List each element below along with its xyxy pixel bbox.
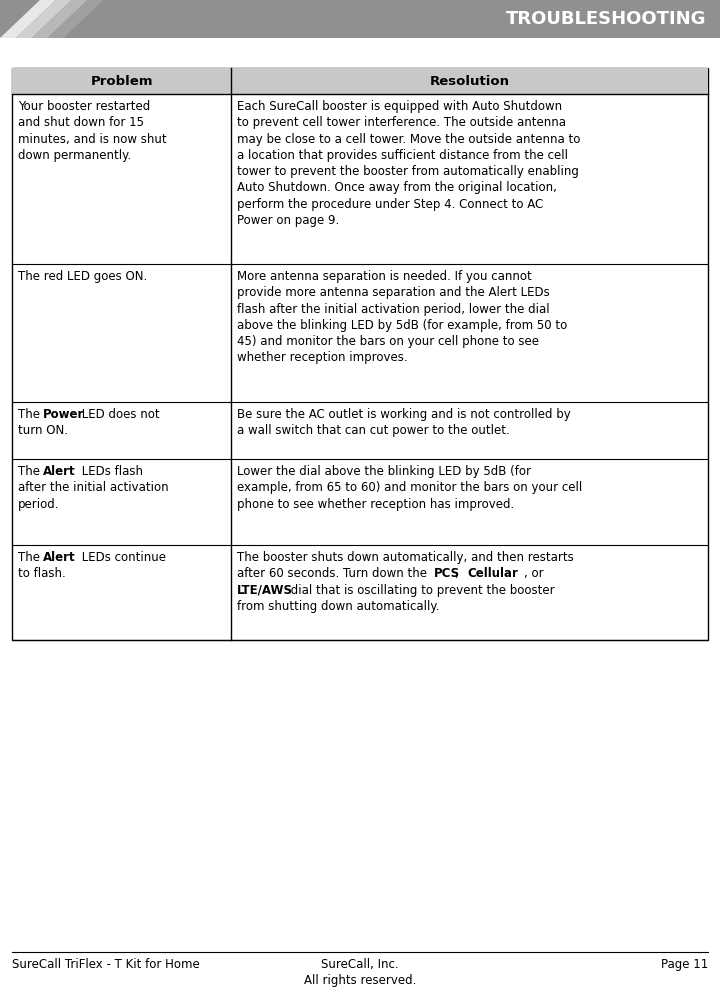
- Text: flash after the initial activation period, lower the dial: flash after the initial activation perio…: [238, 302, 550, 315]
- Text: minutes, and is now shut: minutes, and is now shut: [18, 133, 166, 146]
- Text: Auto Shutdown. Once away from the original location,: Auto Shutdown. Once away from the origin…: [238, 182, 557, 195]
- Text: Resolution: Resolution: [430, 75, 510, 88]
- Text: LEDs continue: LEDs continue: [78, 551, 166, 564]
- Text: PCS: PCS: [433, 567, 460, 580]
- Bar: [0, 0, 720, 38]
- Text: The red LED goes ON.: The red LED goes ON.: [18, 270, 148, 283]
- Text: LEDs flash: LEDs flash: [78, 465, 143, 478]
- Text: to flash.: to flash.: [18, 567, 66, 580]
- Bar: [12, 68, 708, 94]
- Text: Each SureCall booster is equipped with Auto Shutdown: Each SureCall booster is equipped with A…: [238, 100, 562, 113]
- Text: Lower the dial above the blinking LED by 5dB (for: Lower the dial above the blinking LED by…: [238, 465, 531, 478]
- Text: dial that is oscillating to prevent the booster: dial that is oscillating to prevent the …: [287, 584, 554, 597]
- Text: Power on page 9.: Power on page 9.: [238, 214, 340, 227]
- Text: Alert: Alert: [42, 551, 75, 564]
- Bar: [12, 68, 708, 640]
- Text: period.: period.: [18, 498, 60, 511]
- Text: from shutting down automatically.: from shutting down automatically.: [238, 600, 440, 613]
- Text: Your booster restarted: Your booster restarted: [18, 100, 150, 113]
- Polygon shape: [0, 0, 55, 38]
- Text: , or: , or: [524, 567, 544, 580]
- Text: Power: Power: [42, 408, 84, 421]
- Text: SureCall TriFlex - T Kit for Home: SureCall TriFlex - T Kit for Home: [12, 958, 199, 971]
- Text: LED does not: LED does not: [78, 408, 160, 421]
- Text: after the initial activation: after the initial activation: [18, 481, 168, 494]
- Text: perform the procedure under Step 4. Connect to AC: perform the procedure under Step 4. Conn…: [238, 198, 544, 211]
- Text: The: The: [18, 465, 44, 478]
- Text: after 60 seconds. Turn down the: after 60 seconds. Turn down the: [238, 567, 431, 580]
- Text: ,: ,: [455, 567, 462, 580]
- Text: Page 11: Page 11: [661, 958, 708, 971]
- Text: turn ON.: turn ON.: [18, 424, 68, 437]
- Text: Problem: Problem: [91, 75, 153, 88]
- Text: SureCall, Inc.: SureCall, Inc.: [321, 958, 399, 971]
- Text: Alert: Alert: [42, 465, 75, 478]
- Text: 45) and monitor the bars on your cell phone to see: 45) and monitor the bars on your cell ph…: [238, 335, 539, 348]
- Text: above the blinking LED by 5dB (for example, from 50 to: above the blinking LED by 5dB (for examp…: [238, 319, 567, 332]
- Text: a location that provides sufficient distance from the cell: a location that provides sufficient dist…: [238, 149, 568, 162]
- Text: LTE/AWS: LTE/AWS: [238, 584, 293, 597]
- Polygon shape: [48, 0, 103, 38]
- Text: a wall switch that can cut power to the outlet.: a wall switch that can cut power to the …: [238, 424, 510, 437]
- Text: provide more antenna separation and the Alert LEDs: provide more antenna separation and the …: [238, 286, 550, 299]
- Text: The: The: [18, 408, 44, 421]
- Polygon shape: [32, 0, 87, 38]
- Text: whether reception improves.: whether reception improves.: [238, 351, 408, 364]
- Text: phone to see whether reception has improved.: phone to see whether reception has impro…: [238, 498, 515, 511]
- Text: to prevent cell tower interference. The outside antenna: to prevent cell tower interference. The …: [238, 117, 566, 130]
- Polygon shape: [16, 0, 71, 38]
- Text: All rights reserved.: All rights reserved.: [304, 974, 416, 987]
- Text: example, from 65 to 60) and monitor the bars on your cell: example, from 65 to 60) and monitor the …: [238, 481, 582, 494]
- Text: may be close to a cell tower. Move the outside antenna to: may be close to a cell tower. Move the o…: [238, 133, 580, 146]
- Text: down permanently.: down permanently.: [18, 149, 131, 162]
- Text: tower to prevent the booster from automatically enabling: tower to prevent the booster from automa…: [238, 165, 579, 179]
- Text: More antenna separation is needed. If you cannot: More antenna separation is needed. If yo…: [238, 270, 532, 283]
- Text: and shut down for 15: and shut down for 15: [18, 117, 144, 130]
- Text: TROUBLESHOOTING: TROUBLESHOOTING: [505, 10, 706, 28]
- Text: Be sure the AC outlet is working and is not controlled by: Be sure the AC outlet is working and is …: [238, 408, 571, 421]
- Text: Cellular: Cellular: [467, 567, 518, 580]
- Text: The: The: [18, 551, 44, 564]
- Text: The booster shuts down automatically, and then restarts: The booster shuts down automatically, an…: [238, 551, 574, 564]
